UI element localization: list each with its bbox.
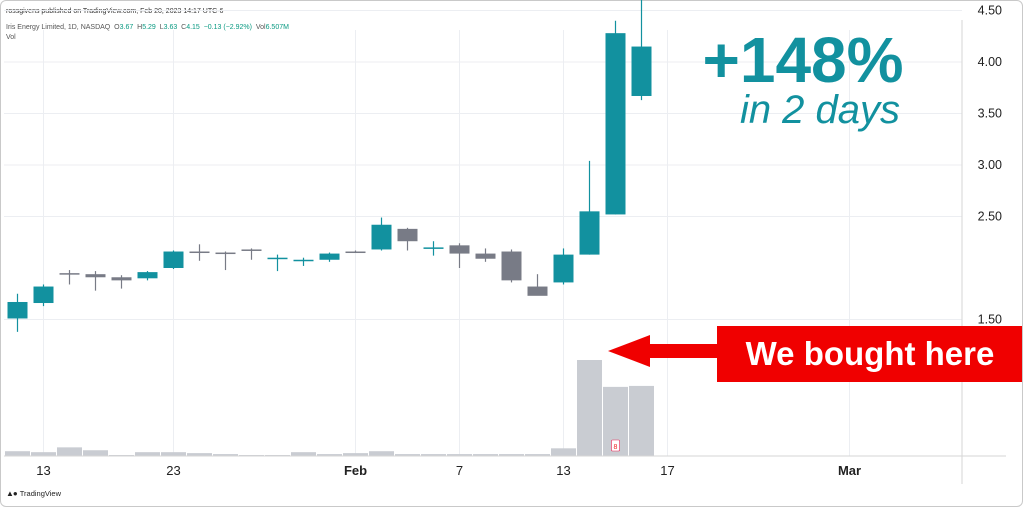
low-value: 3.63 xyxy=(163,24,178,31)
volume-value-label: 8 xyxy=(614,444,618,451)
volume-bar xyxy=(317,454,342,456)
price-tick-label: 3.50 xyxy=(978,107,1002,121)
price-tick-label: 2.50 xyxy=(978,210,1002,224)
vol-value: 6.507M xyxy=(265,24,289,31)
change-value: −0.13 (−2.92%) xyxy=(203,24,252,31)
date-tick-label: 17 xyxy=(660,463,674,478)
date-tick-label: Mar xyxy=(838,463,861,478)
symbol-name: Iris Energy Limited, 1D, NASDAQ xyxy=(6,24,111,31)
volume-bar xyxy=(421,454,446,456)
tradingview-mark-icon: ▲● xyxy=(6,489,18,498)
date-tick-label: 13 xyxy=(556,463,570,478)
high-value: 5.29 xyxy=(142,24,156,31)
candle-body xyxy=(449,245,470,254)
volume-bar xyxy=(5,451,30,456)
volume-bar xyxy=(57,447,82,456)
candle-body xyxy=(423,247,444,249)
price-tick-label: 4.00 xyxy=(978,55,1002,69)
candles xyxy=(7,0,652,332)
published-line: rossgivens published on TradingView.com,… xyxy=(6,8,224,15)
volume-bar xyxy=(135,452,160,456)
callout-arrow: We bought here xyxy=(608,326,1022,382)
volume-value-tag xyxy=(611,439,620,452)
gain-percent-label: +148% xyxy=(702,24,903,96)
volume-bar xyxy=(473,454,498,456)
tradingview-logo: ▲● TradingView xyxy=(6,489,61,498)
vol-label: Vol xyxy=(255,24,266,31)
candle-body xyxy=(163,251,184,268)
candle-body xyxy=(501,251,522,281)
candle-body xyxy=(345,251,366,254)
grid-lines xyxy=(4,10,962,456)
candle-body xyxy=(371,224,392,250)
date-tick-label: Feb xyxy=(344,463,367,478)
candle-body xyxy=(475,253,496,259)
candle-body xyxy=(319,253,340,260)
candle-body xyxy=(605,33,626,215)
candle-body xyxy=(137,272,158,279)
symbol-line: Iris Energy Limited, 1D, NASDAQ O3.67 H5… xyxy=(6,24,289,31)
tradingview-brand: TradingView xyxy=(19,489,62,498)
volume-bar xyxy=(213,454,238,456)
gain-duration-label: in 2 days xyxy=(740,88,900,132)
candle-body xyxy=(33,286,54,304)
candle-body xyxy=(215,252,236,255)
volume-bar xyxy=(343,453,368,456)
volume-bar xyxy=(31,452,56,456)
volume-row-label: Vol xyxy=(6,34,16,41)
candle-body xyxy=(527,286,548,296)
candle-body xyxy=(111,277,132,281)
volume-bar xyxy=(447,454,472,456)
candle-body xyxy=(293,259,314,262)
volume-bar xyxy=(525,454,550,456)
callout-box xyxy=(717,326,1022,382)
volume-bar xyxy=(161,452,186,456)
candle-body xyxy=(7,301,28,319)
volume-bar xyxy=(499,454,524,456)
arrow-head xyxy=(608,335,650,367)
volume-bar xyxy=(291,452,316,456)
price-tick-label: 1.50 xyxy=(978,313,1002,327)
volume-bar xyxy=(577,360,602,456)
candle-body xyxy=(397,228,418,242)
low-label: L xyxy=(159,24,164,31)
price-tick-label: 4.50 xyxy=(978,4,1002,18)
date-tick-label: 7 xyxy=(456,463,463,478)
price-tick-label: 3.00 xyxy=(978,158,1002,172)
volume-bar xyxy=(395,454,420,456)
volume-bar xyxy=(187,453,212,456)
volume-bar xyxy=(83,450,108,456)
arrow-shaft xyxy=(648,344,720,358)
high-label: H xyxy=(137,24,143,31)
date-tick-label: 13 xyxy=(36,463,50,478)
axes: 1.502.503.003.504.004.505.001323Feb71317… xyxy=(4,4,1006,484)
close-label: C xyxy=(181,24,187,31)
candle-body xyxy=(631,46,652,96)
candle-body xyxy=(189,251,210,254)
candle-body xyxy=(85,274,106,278)
volume-bar xyxy=(629,385,654,456)
volume-bar xyxy=(551,448,576,456)
candle-body xyxy=(579,211,600,255)
close-value: 4.15 xyxy=(186,24,200,31)
volume-bars: 8 xyxy=(5,360,654,456)
candle-body xyxy=(267,257,288,260)
candle-body xyxy=(59,273,80,275)
date-tick-label: 23 xyxy=(166,463,180,478)
open-label: O xyxy=(114,24,120,31)
callout-text: We bought here xyxy=(746,335,995,372)
candle-body xyxy=(553,254,574,283)
candle-body xyxy=(241,249,262,251)
volume-bar xyxy=(369,451,394,456)
open-value: 3.67 xyxy=(119,24,134,31)
